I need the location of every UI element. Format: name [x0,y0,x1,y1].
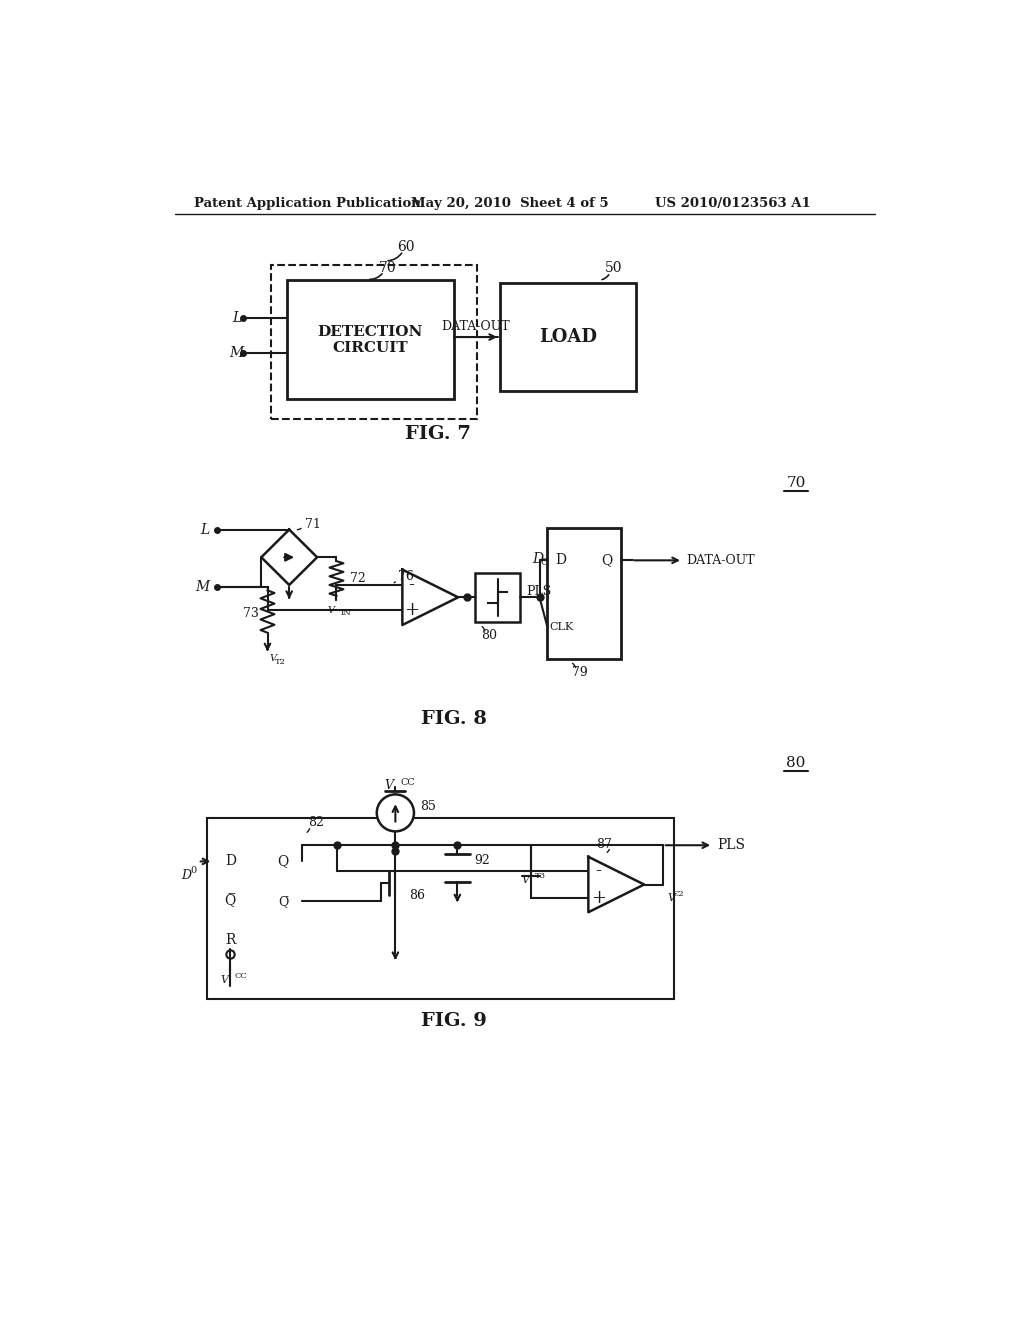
Text: Q: Q [278,854,289,869]
Text: CC: CC [400,777,415,787]
Text: 50: 50 [604,261,622,275]
Text: 80: 80 [481,630,498,643]
Bar [213,832,302,964]
Text: V: V [221,975,228,985]
Text: D: D [225,854,236,869]
Text: IN: IN [340,610,351,618]
Text: V: V [668,894,676,903]
Text: LOAD: LOAD [539,329,597,346]
Text: V: V [328,606,335,615]
Text: 70: 70 [786,477,806,490]
Text: 92: 92 [474,854,490,867]
Text: CC: CC [234,972,247,981]
Text: Q: Q [601,553,612,568]
Text: 72: 72 [350,573,367,585]
Bar [547,528,621,659]
Text: DATA-OUT: DATA-OUT [687,554,756,566]
Text: DATA-OUT: DATA-OUT [441,319,510,333]
Circle shape [377,795,414,832]
Text: D: D [556,553,566,568]
Text: R: R [225,933,236,946]
Text: Q̅: Q̅ [224,895,236,908]
Text: -: - [595,862,601,880]
Text: 60: 60 [396,240,414,253]
Text: May 20, 2010  Sheet 4 of 5: May 20, 2010 Sheet 4 of 5 [411,197,608,210]
Text: PLS: PLS [717,838,745,853]
Text: O: O [541,558,548,568]
Text: PLS: PLS [526,585,552,598]
Text: -: - [409,576,415,594]
Text: 73: 73 [243,607,258,620]
Text: 80: 80 [786,756,806,770]
Text: 87: 87 [597,838,612,851]
Text: 71: 71 [305,517,321,531]
Text: T2: T2 [275,657,286,667]
Text: 82: 82 [308,816,325,829]
Text: DETECTION
CIRCUIT: DETECTION CIRCUIT [317,325,423,355]
Text: +: + [591,888,606,907]
Text: C2: C2 [673,890,684,898]
Bar [207,818,674,999]
Text: FIG. 8: FIG. 8 [421,710,486,727]
Text: M: M [196,579,209,594]
Text: 0: 0 [190,866,197,875]
Bar [500,284,636,391]
Text: Q̅: Q̅ [278,895,288,908]
Text: V: V [269,655,276,664]
Text: Patent Application Publication: Patent Application Publication [194,197,421,210]
Text: T3: T3 [535,873,546,880]
Text: 86: 86 [410,890,425,902]
Text: L: L [200,523,209,536]
Text: L: L [231,310,241,325]
Bar [271,264,477,418]
Bar [287,280,454,400]
Text: 85: 85 [420,800,436,813]
Text: V: V [521,875,529,884]
Text: M: M [229,346,244,360]
Text: US 2010/0123563 A1: US 2010/0123563 A1 [655,197,811,210]
Text: 79: 79 [572,667,588,680]
Text: 76: 76 [397,570,414,583]
Text: +: + [404,601,419,619]
Bar [475,573,520,622]
Text: CLK: CLK [549,622,573,631]
Text: D: D [532,552,544,566]
Text: D: D [181,869,191,882]
Text: V: V [385,779,394,792]
Text: FIG. 7: FIG. 7 [406,425,471,444]
Text: 70: 70 [379,261,396,275]
Text: FIG. 9: FIG. 9 [421,1012,486,1030]
